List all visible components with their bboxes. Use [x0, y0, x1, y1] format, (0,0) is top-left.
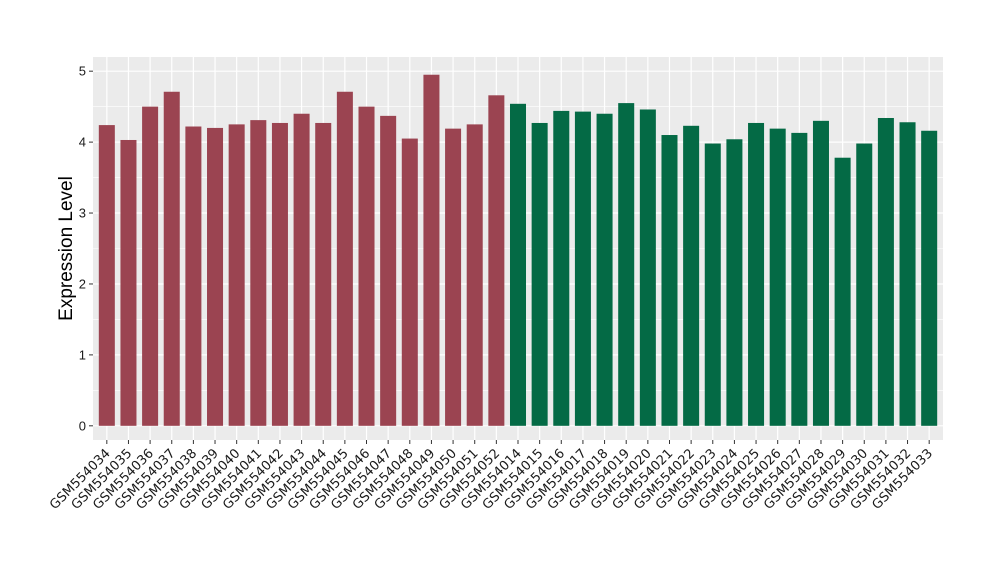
bar-GSM554031 [877, 117, 894, 426]
bar-GSM554021 [661, 135, 678, 426]
bar-GSM554035 [120, 139, 137, 426]
bar-GSM554029 [834, 157, 851, 426]
bar-GSM554025 [748, 122, 765, 426]
bar-GSM554036 [142, 106, 159, 426]
bar-GSM554050 [445, 128, 462, 426]
bar-GSM554018 [596, 113, 613, 426]
y-axis-title: Expression Level [56, 176, 77, 321]
bar-GSM554017 [574, 111, 591, 426]
bar-GSM554043 [293, 113, 310, 426]
bar-GSM554034 [98, 125, 115, 426]
y-tick-label: 1 [79, 347, 86, 362]
bar-GSM554030 [856, 143, 873, 426]
bar-GSM554022 [683, 125, 700, 426]
bar-GSM554019 [618, 103, 635, 426]
bar-GSM554023 [704, 143, 721, 426]
bar-GSM554015 [531, 122, 548, 426]
bar-GSM554037 [163, 91, 180, 426]
bar-GSM554051 [466, 124, 483, 426]
bar-GSM554046 [358, 106, 375, 426]
y-tick-label: 5 [79, 64, 86, 79]
bar-GSM554041 [250, 120, 267, 426]
bar-GSM554032 [899, 122, 916, 426]
y-tick-label: 0 [79, 418, 86, 433]
x-axis: GSM554034GSM554035GSM554036GSM554037GSM5… [47, 440, 936, 513]
bar-GSM554020 [639, 109, 656, 426]
y-tick-label: 2 [79, 276, 86, 291]
bar-GSM554026 [769, 128, 786, 426]
y-tick-label: 4 [79, 135, 86, 150]
bar-GSM554040 [228, 124, 245, 426]
bar-GSM554042 [271, 122, 288, 426]
bar-GSM554028 [812, 120, 829, 426]
bar-GSM554052 [488, 95, 505, 426]
bar-GSM554047 [380, 115, 397, 426]
bar-GSM554027 [791, 132, 808, 426]
bar-GSM554033 [921, 130, 938, 426]
bar-GSM554016 [553, 110, 570, 426]
bar-GSM554014 [509, 103, 527, 426]
bar-GSM554044 [315, 122, 332, 426]
bar-GSM554039 [207, 127, 224, 426]
bar-GSM554024 [726, 139, 743, 426]
y-tick-label: 3 [79, 206, 86, 221]
bars-group [98, 74, 938, 426]
bar-GSM554045 [336, 91, 353, 426]
bar-GSM554049 [423, 74, 440, 426]
bar-GSM554038 [185, 126, 202, 426]
bar-GSM554048 [401, 138, 418, 426]
y-axis: 0 1 2 3 4 5 [79, 64, 93, 433]
